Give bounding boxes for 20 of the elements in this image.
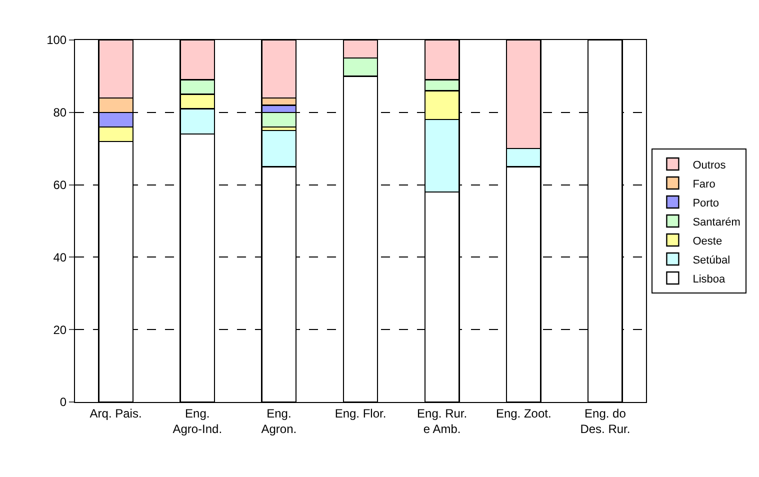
y-tick-label: 80 [53,106,67,120]
legend-label: Porto [692,197,720,210]
y-tick-label: 0 [60,395,67,410]
y-tick-label: 40 [53,250,67,264]
legend-label: Santarém [692,216,740,228]
x-tick-label: Eng. Zoot. [496,406,552,420]
legend-label: Oeste [692,235,722,248]
legend-label: Setúbal [692,254,730,266]
x-tick-label: Eng. Flor. [334,406,386,420]
legend-label: Faro [692,178,716,190]
legend-label: Lisboa [692,273,726,286]
x-tick-label: Eng. Agron. [261,406,297,436]
legend-label: Outros [692,159,726,172]
y-tick-label: 60 [53,178,67,192]
y-tick-label: 100 [46,33,67,48]
y-tick-label: 20 [53,322,67,337]
x-tick-label: Eng. Agro-Ind. [172,406,222,436]
x-tick-label: Eng. Rur. e Amb. [417,406,468,436]
x-tick-label: Eng. do Des. Rur. [580,406,630,436]
x-tick-label: Arq. Pais. [90,406,142,420]
